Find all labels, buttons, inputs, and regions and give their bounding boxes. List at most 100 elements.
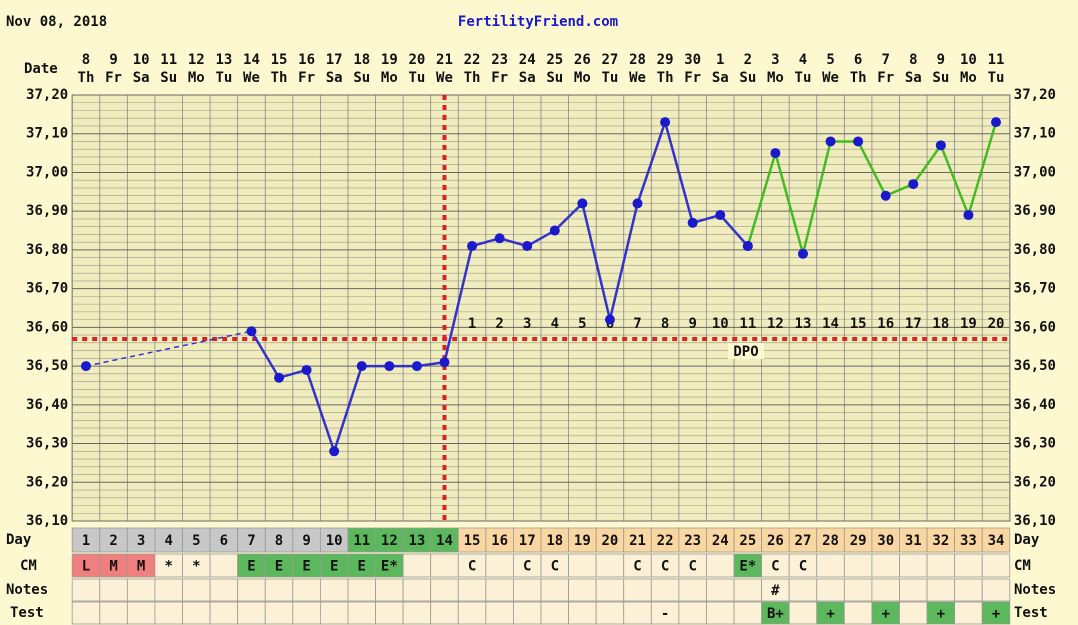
x-tick-label: 18 bbox=[353, 52, 370, 68]
cm-cell bbox=[402, 553, 432, 578]
cm-value: L bbox=[82, 559, 90, 575]
cycle_days-value: 11 bbox=[353, 533, 370, 549]
x-tick-label: 26 bbox=[574, 52, 591, 68]
weekday-label: Sa bbox=[905, 70, 922, 86]
test-cell bbox=[788, 601, 818, 625]
weekday-label: Su bbox=[546, 70, 563, 86]
cycle_days-cell bbox=[209, 527, 239, 553]
weekday-label: Sa bbox=[519, 70, 536, 86]
temperature-point bbox=[687, 217, 698, 228]
cycle_days-value: 14 bbox=[436, 533, 453, 549]
x-tick-label: 12 bbox=[188, 52, 205, 68]
weekday-label: Su bbox=[353, 70, 370, 86]
y-tick-label: 36,20 bbox=[1014, 474, 1056, 490]
cm-value: E bbox=[302, 559, 310, 575]
cycle_days-cell bbox=[430, 527, 459, 553]
test-cell bbox=[319, 601, 349, 625]
weekday-label: Sa bbox=[133, 70, 150, 86]
cycle_days-cell bbox=[264, 527, 294, 553]
cycle_days-cell bbox=[513, 527, 542, 553]
notes-cell bbox=[816, 578, 845, 602]
chart-date: Nov 08, 2018 bbox=[6, 14, 107, 30]
cycle_days-cell bbox=[347, 527, 376, 553]
temperature-point bbox=[522, 241, 533, 252]
test-cell bbox=[71, 601, 101, 625]
cycle_days-cell bbox=[485, 527, 514, 553]
weekday-label: Fr bbox=[298, 70, 315, 86]
day-label: Day bbox=[6, 532, 32, 548]
cycle_days-value: 7 bbox=[247, 533, 255, 549]
temperature-point bbox=[935, 140, 946, 151]
temperature-line bbox=[746, 121, 998, 259]
dpo-label: 20 bbox=[988, 316, 1005, 332]
weekday-label: Fr bbox=[684, 70, 701, 86]
cycle_days-value: 23 bbox=[684, 533, 701, 549]
y-tick-label: 36,60 bbox=[26, 319, 68, 335]
y-tick-label: 36,50 bbox=[1014, 358, 1056, 374]
y-tick-label: 36,30 bbox=[1014, 436, 1056, 452]
temperature-point bbox=[80, 361, 91, 372]
temperature-point bbox=[329, 446, 340, 457]
x-tick-label: 1 bbox=[716, 52, 724, 68]
x-tick-label: 8 bbox=[909, 52, 917, 68]
test-cell bbox=[843, 601, 873, 625]
temperature-point bbox=[549, 225, 560, 236]
cycle_days-value: 2 bbox=[109, 533, 117, 549]
notes-cell bbox=[540, 578, 569, 602]
test-cell bbox=[706, 601, 735, 625]
temperature-point bbox=[742, 241, 753, 252]
test-cell bbox=[899, 601, 928, 625]
x-tick-label: 10 bbox=[960, 52, 977, 68]
test-cell bbox=[375, 601, 404, 625]
cm-value: C bbox=[633, 559, 641, 575]
dpo-label: 17 bbox=[905, 316, 922, 332]
temperature-point bbox=[660, 117, 671, 128]
cycle_days-value: 21 bbox=[629, 533, 646, 549]
cycle_days-value: 3 bbox=[137, 533, 145, 549]
weekday-label: Mo bbox=[381, 70, 398, 86]
temperature-point bbox=[853, 136, 864, 147]
temperature-point bbox=[439, 357, 450, 368]
cycle_days-cell bbox=[981, 527, 1011, 553]
notes-cell bbox=[843, 578, 873, 602]
y-tick-label: 36,10 bbox=[1014, 513, 1056, 529]
cycle_days-value: 12 bbox=[381, 533, 398, 549]
test-value: - bbox=[661, 606, 669, 622]
cm-cell bbox=[954, 553, 983, 578]
y-tick-label: 36,60 bbox=[1014, 319, 1056, 335]
dpo-label: 14 bbox=[822, 316, 839, 332]
y-tick-label: 36,80 bbox=[26, 242, 68, 258]
cm-value: C bbox=[688, 559, 696, 575]
weekday-label: Fr bbox=[491, 70, 508, 86]
temperature-point bbox=[411, 361, 422, 372]
x-tick-label: 23 bbox=[491, 52, 508, 68]
day-label: Day bbox=[1014, 532, 1040, 548]
x-tick-label: 8 bbox=[82, 52, 90, 68]
y-tick-label: 36,10 bbox=[26, 513, 68, 529]
date-label: Date bbox=[24, 61, 58, 77]
dpo-label: 13 bbox=[795, 316, 812, 332]
temperature-point bbox=[356, 361, 367, 372]
cm-label: CM bbox=[1014, 558, 1031, 574]
test-cell bbox=[733, 601, 763, 625]
test-cell bbox=[154, 601, 183, 625]
y-tick-label: 36,30 bbox=[26, 436, 68, 452]
test-value: + bbox=[992, 606, 1000, 622]
y-tick-label: 36,80 bbox=[1014, 242, 1056, 258]
cycle_days-value: 1 bbox=[82, 533, 90, 549]
x-tick-label: 6 bbox=[854, 52, 862, 68]
weekday-label: We bbox=[822, 70, 839, 86]
cycle_days-value: 18 bbox=[546, 533, 563, 549]
weekday-label: Mo bbox=[767, 70, 784, 86]
notes-cell bbox=[733, 578, 763, 602]
weekday-label: Th bbox=[464, 70, 481, 86]
x-tick-label: 30 bbox=[684, 52, 701, 68]
cm-value: C bbox=[661, 559, 669, 575]
cycle_days-cell bbox=[292, 527, 321, 553]
weekday-label: We bbox=[436, 70, 453, 86]
dpo-label: 12 bbox=[767, 316, 784, 332]
x-tick-label: 3 bbox=[771, 52, 779, 68]
y-tick-label: 36,40 bbox=[1014, 397, 1056, 413]
cm-value: * bbox=[164, 559, 172, 575]
